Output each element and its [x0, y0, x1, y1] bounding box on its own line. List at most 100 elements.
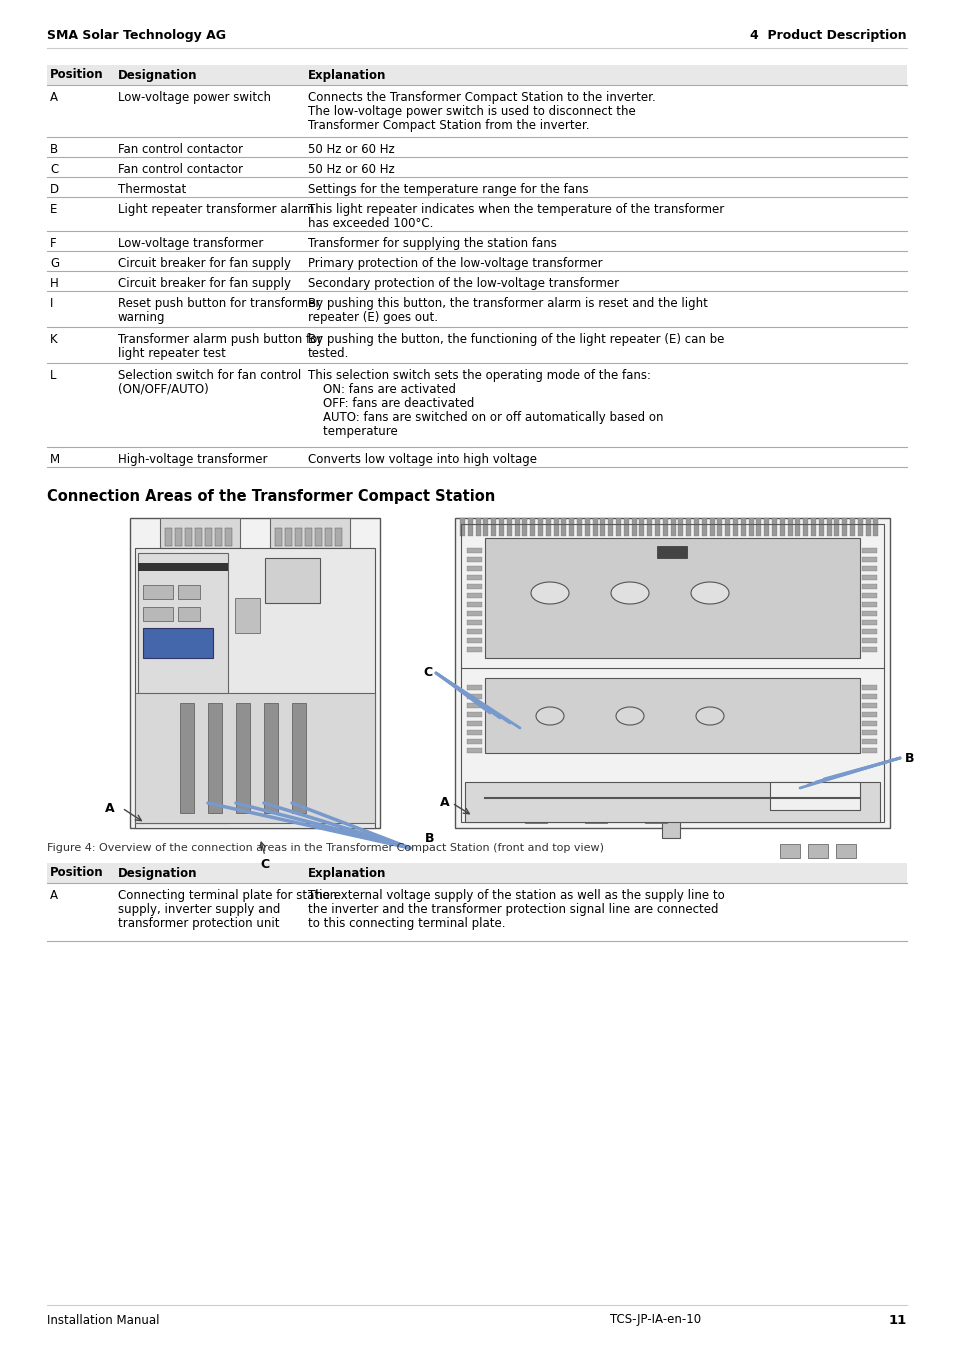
Text: Transformer Compact Station from the inverter.: Transformer Compact Station from the inv… [308, 119, 589, 132]
Text: Converts low voltage into high voltage: Converts low voltage into high voltage [308, 454, 537, 466]
Text: C: C [260, 859, 270, 871]
Text: H: H [50, 277, 59, 290]
Bar [225, 528, 232, 545]
Bar [467, 518, 473, 536]
Text: 11: 11 [888, 1314, 906, 1327]
Text: Explanation: Explanation [308, 69, 386, 81]
Bar [484, 678, 859, 753]
Bar [631, 518, 636, 536]
Bar [787, 518, 792, 536]
Text: Selection switch for fan control: Selection switch for fan control [118, 369, 301, 382]
Text: Thermostat: Thermostat [118, 184, 186, 196]
Text: Position: Position [50, 69, 104, 81]
Bar [709, 518, 714, 536]
Bar [235, 703, 250, 813]
Text: Circuit breaker for fan supply: Circuit breaker for fan supply [118, 256, 291, 270]
Bar [178, 608, 200, 621]
Text: G: G [50, 256, 59, 270]
Bar [818, 518, 823, 536]
Bar [862, 548, 876, 554]
Text: supply, inverter supply and: supply, inverter supply and [118, 903, 280, 917]
Bar [178, 629, 200, 643]
Bar [577, 518, 581, 536]
Bar [325, 528, 332, 545]
Bar [234, 598, 260, 633]
Bar [484, 539, 859, 657]
Text: Overview of the connection areas in the Transformer Compact Station (front and t: Overview of the connection areas in the … [99, 842, 603, 853]
Bar [491, 518, 496, 536]
Text: 50 Hz or 60 Hz: 50 Hz or 60 Hz [308, 143, 395, 157]
Bar [506, 518, 511, 536]
Text: Low-voltage power switch: Low-voltage power switch [118, 90, 271, 104]
Text: AUTO: fans are switched on or off automatically based on: AUTO: fans are switched on or off automa… [308, 410, 662, 424]
Text: Position: Position [50, 867, 104, 879]
Bar [143, 608, 172, 621]
Bar [862, 711, 876, 717]
Ellipse shape [690, 582, 728, 603]
Text: Fan control contactor: Fan control contactor [118, 163, 243, 176]
Bar [862, 612, 876, 616]
Text: Figure 4:: Figure 4: [47, 842, 95, 853]
Text: Connecting terminal plate for station: Connecting terminal plate for station [118, 890, 336, 902]
Text: Reset push button for transformer: Reset push button for transformer [118, 297, 320, 310]
Bar [467, 721, 481, 726]
Ellipse shape [696, 707, 723, 725]
Bar [862, 602, 876, 608]
Bar [138, 554, 228, 824]
Bar [807, 844, 827, 859]
Text: By pushing this button, the transformer alarm is reset and the light: By pushing this button, the transformer … [308, 297, 707, 310]
Text: has exceeded 100°C.: has exceeded 100°C. [308, 217, 433, 230]
Bar [314, 528, 322, 545]
Text: light repeater test: light repeater test [118, 347, 226, 360]
Bar [174, 528, 182, 545]
Bar [862, 593, 876, 598]
Ellipse shape [536, 707, 563, 725]
Text: Installation Manual: Installation Manual [47, 1314, 159, 1327]
Bar [467, 629, 481, 634]
Bar [717, 518, 721, 536]
Bar [862, 575, 876, 580]
Bar [763, 518, 768, 536]
Text: SMA Solar Technology AG: SMA Solar Technology AG [47, 30, 226, 42]
Bar [459, 518, 464, 536]
Bar [498, 518, 503, 536]
Bar [584, 805, 606, 823]
Bar [264, 703, 277, 813]
Bar [756, 518, 760, 536]
Bar [194, 528, 202, 545]
Bar [467, 647, 481, 652]
Bar [779, 518, 784, 536]
Text: Circuit breaker for fan supply: Circuit breaker for fan supply [118, 277, 291, 290]
Text: Settings for the temperature range for the fans: Settings for the temperature range for t… [308, 184, 588, 196]
Bar [292, 703, 306, 813]
Bar [769, 782, 859, 810]
Bar [514, 518, 519, 536]
Bar [522, 518, 527, 536]
Bar [661, 783, 679, 838]
Bar [467, 566, 481, 571]
Text: The low-voltage power switch is used to disconnect the: The low-voltage power switch is used to … [308, 105, 635, 117]
Bar [644, 805, 666, 823]
Bar [464, 782, 879, 822]
Bar [467, 738, 481, 744]
Text: the inverter and the transformer protection signal line are connected: the inverter and the transformer protect… [308, 903, 718, 917]
Bar [685, 518, 691, 536]
Bar [841, 518, 846, 536]
Text: (ON/OFF/AUTO): (ON/OFF/AUTO) [118, 383, 209, 396]
Bar [135, 693, 375, 824]
Bar [862, 730, 876, 734]
Bar [802, 518, 807, 536]
Text: Connects the Transformer Compact Station to the inverter.: Connects the Transformer Compact Station… [308, 90, 655, 104]
Bar [724, 518, 729, 536]
Bar [185, 528, 192, 545]
Text: Connection Areas of the Transformer Compact Station: Connection Areas of the Transformer Comp… [47, 489, 495, 504]
Bar [771, 518, 776, 536]
Text: transformer protection unit: transformer protection unit [118, 917, 279, 930]
Text: M: M [50, 454, 60, 466]
Bar [795, 518, 800, 536]
Ellipse shape [531, 582, 568, 603]
Bar [560, 518, 566, 536]
Bar [545, 518, 550, 536]
Text: This selection switch sets the operating mode of the fans:: This selection switch sets the operating… [308, 369, 650, 382]
Bar [623, 518, 628, 536]
